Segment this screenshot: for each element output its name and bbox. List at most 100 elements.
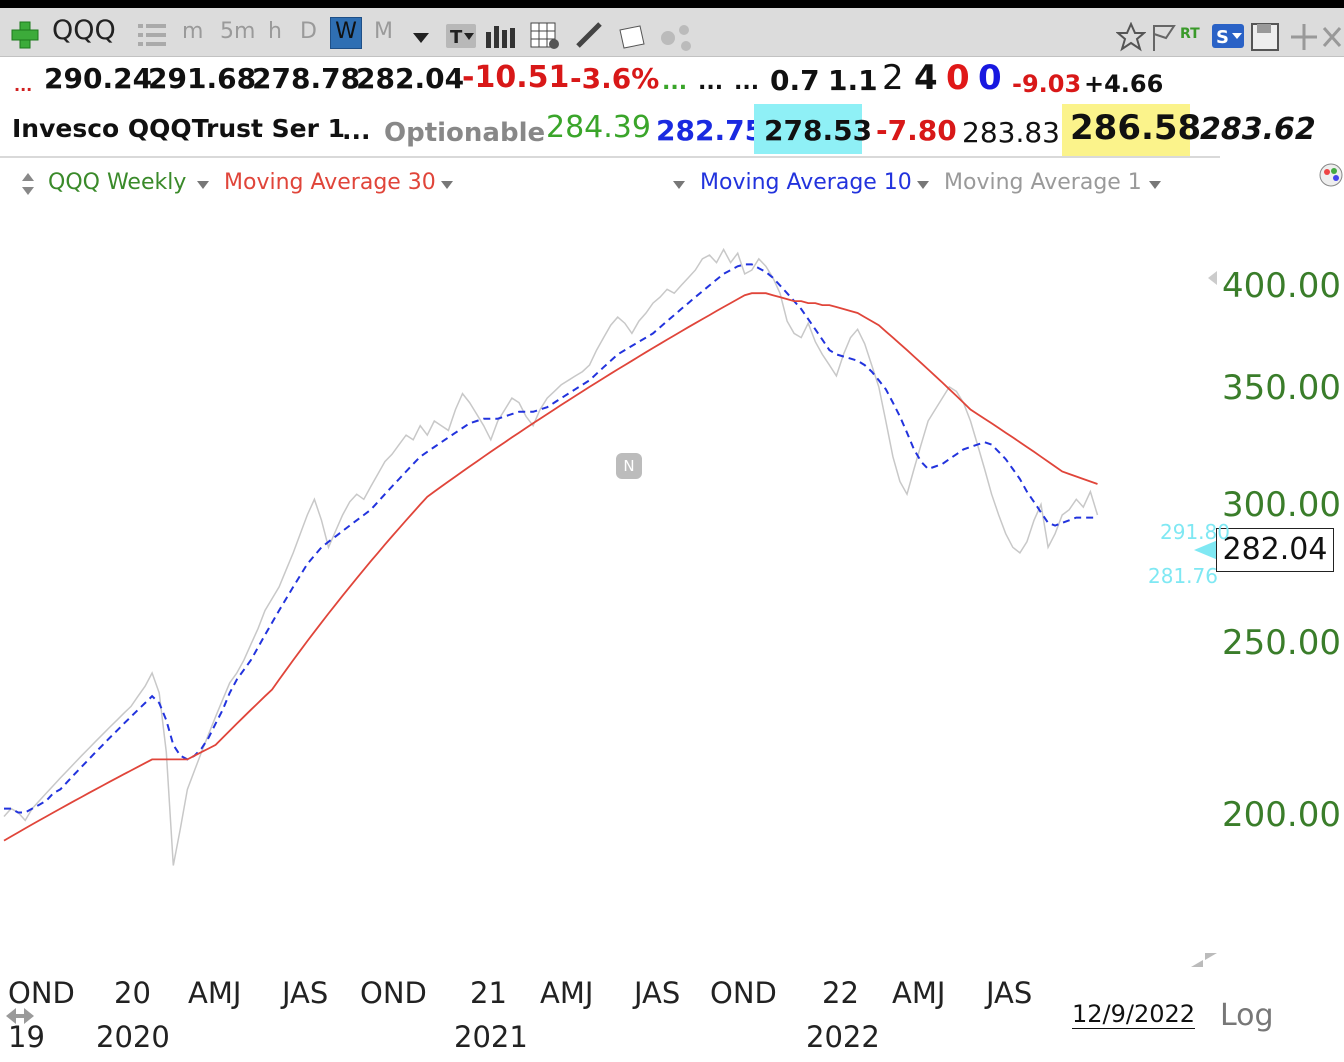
symbol-label[interactable]: QQQ — [52, 15, 116, 46]
y-axis-label-400: 400.00 — [1222, 266, 1341, 306]
price-pointer-icon — [1194, 540, 1218, 560]
price-change: -10.51 — [462, 60, 570, 95]
log-scale-toggle[interactable]: Log — [1220, 998, 1274, 1033]
rating-value-1: -9.03 — [1012, 70, 1082, 98]
quote-value-4: -7.80 — [876, 114, 957, 147]
chevron-down-icon[interactable] — [412, 32, 430, 44]
metric-value-2: 1.1 — [828, 64, 878, 97]
legend-moving-average-30[interactable]: Moving Average 30 — [224, 170, 436, 195]
svg-text:S: S — [1216, 27, 1229, 48]
series-ma30-line — [3, 292, 1098, 842]
x-label-amj-1: AMJ — [188, 976, 242, 1010]
pencil-icon[interactable] — [574, 22, 604, 50]
legend-moving-average-1[interactable]: Moving Average 1 — [944, 170, 1142, 195]
year-label-19: 19 — [8, 1020, 45, 1054]
quote-row-info: Invesco QQQTrust Ser 1 ... Optionable 28… — [0, 104, 1344, 156]
timeframe-5m[interactable]: 5m — [220, 19, 256, 44]
quote-value-7: 283.62 — [1200, 112, 1316, 147]
palette-icon[interactable] — [1318, 162, 1344, 188]
timeframe-d[interactable]: D — [300, 19, 317, 44]
x-label-amj-3: AMJ — [892, 976, 946, 1010]
ma-label-upper: 291.80 — [1160, 520, 1230, 544]
ellipsis-black-2: ... — [734, 70, 760, 95]
scroll-left-icon[interactable] — [1206, 270, 1218, 286]
notes-icon[interactable] — [618, 22, 648, 50]
quote-value-3: 278.53 — [764, 114, 873, 147]
x-label-20: 20 — [114, 976, 151, 1010]
y-axis-label-350: 350.00 — [1222, 368, 1341, 408]
flag-icon[interactable] — [1152, 24, 1176, 52]
quote-value-1: 284.39 — [546, 110, 651, 145]
y-axis-label-200: 200.00 — [1222, 795, 1341, 835]
price-chart[interactable] — [0, 200, 1216, 970]
ma-label-lower: 281.76 — [1148, 564, 1218, 588]
pan-arrows-icon[interactable] — [4, 1004, 36, 1028]
x-label-jas-1: JAS — [282, 976, 329, 1010]
close-icon[interactable] — [1322, 26, 1342, 48]
count-value-4: 0 — [978, 58, 1002, 98]
y-axis-label-250: 250.00 — [1222, 623, 1341, 663]
legend-series3-chevron-icon[interactable] — [916, 180, 930, 190]
x-label-21: 21 — [470, 976, 507, 1010]
legend-series3-chevron-left-icon[interactable] — [672, 180, 686, 190]
bar-chart-icon[interactable] — [486, 24, 516, 48]
count-value-1: 2 — [882, 58, 904, 98]
timeframe-w[interactable]: W — [330, 17, 362, 49]
add-symbol-icon[interactable] — [10, 20, 40, 50]
metric-value-1: 0.7 — [770, 64, 820, 97]
sort-arrows-icon[interactable] — [20, 172, 36, 196]
ellipsis-name: ... — [342, 116, 371, 145]
count-value-2: 4 — [914, 58, 938, 98]
toolbar: QQQ m 5m h D W M T RT S — [0, 8, 1344, 57]
series-ma10-line — [4, 263, 1098, 814]
year-label-2022: 2022 — [806, 1020, 880, 1054]
open-price: 290.24 — [44, 62, 153, 95]
count-value-3: 0 — [946, 58, 970, 98]
x-label-ond-1: OND — [8, 976, 75, 1010]
close-price: 282.04 — [356, 62, 465, 95]
share-icon[interactable] — [660, 24, 694, 52]
timeframe-m-monthly[interactable]: M — [374, 19, 393, 44]
legend-qqq-weekly[interactable]: QQQ Weekly — [48, 170, 187, 195]
current-price-box: 282.04 — [1216, 528, 1334, 572]
collapse-icon[interactable] — [1190, 952, 1218, 968]
window-top-edge — [0, 0, 1344, 8]
x-label-amj-2: AMJ — [540, 976, 594, 1010]
timeframe-h[interactable]: h — [268, 19, 282, 44]
x-label-22: 22 — [822, 976, 859, 1010]
x-label-jas-3: JAS — [986, 976, 1033, 1010]
timeframe-m[interactable]: m — [182, 19, 204, 44]
ellipsis-black: ... — [698, 70, 724, 95]
x-label-jas-2: JAS — [634, 976, 681, 1010]
list-icon[interactable] — [138, 22, 166, 48]
low-price: 278.78 — [252, 62, 361, 95]
current-date-label: 12/9/2022 — [1072, 1000, 1196, 1029]
legend-series1-chevron-icon[interactable] — [196, 180, 210, 190]
svg-text:T: T — [450, 27, 463, 48]
screener-icon[interactable]: S — [1212, 22, 1244, 50]
realtime-label[interactable]: RT — [1180, 26, 1200, 42]
quote-value-5: 283.83 — [962, 116, 1060, 149]
quote-row-prices: ... 290.24 291.68 278.78 282.04 -10.51 -… — [0, 58, 1344, 102]
year-label-2021: 2021 — [454, 1020, 528, 1054]
news-badge[interactable]: N — [616, 453, 642, 479]
y-axis-label-300: 300.00 — [1222, 485, 1341, 525]
legend-series4-chevron-icon[interactable] — [1148, 180, 1162, 190]
table-icon[interactable] — [530, 22, 560, 50]
ellipsis-prefix: ... — [14, 76, 33, 95]
text-tool-icon[interactable]: T — [446, 24, 476, 48]
optionable-tag: Optionable — [384, 118, 546, 148]
price-change-percent: -3.6% — [570, 62, 660, 95]
legend-series2-chevron-icon[interactable] — [440, 180, 454, 190]
x-label-ond-2: OND — [360, 976, 427, 1010]
x-label-ond-3: OND — [710, 976, 777, 1010]
move-icon[interactable] — [1290, 22, 1318, 52]
series-qqq-weekly-line — [3, 247, 1099, 866]
header-divider — [0, 156, 1220, 158]
rating-value-2: +4.66 — [1084, 70, 1164, 98]
star-icon[interactable] — [1116, 22, 1146, 52]
legend-moving-average-10[interactable]: Moving Average 10 — [700, 170, 912, 195]
quote-value-6: 286.58 — [1070, 108, 1202, 148]
quote-value-2: 282.75 — [656, 114, 765, 147]
save-icon[interactable] — [1250, 22, 1280, 52]
